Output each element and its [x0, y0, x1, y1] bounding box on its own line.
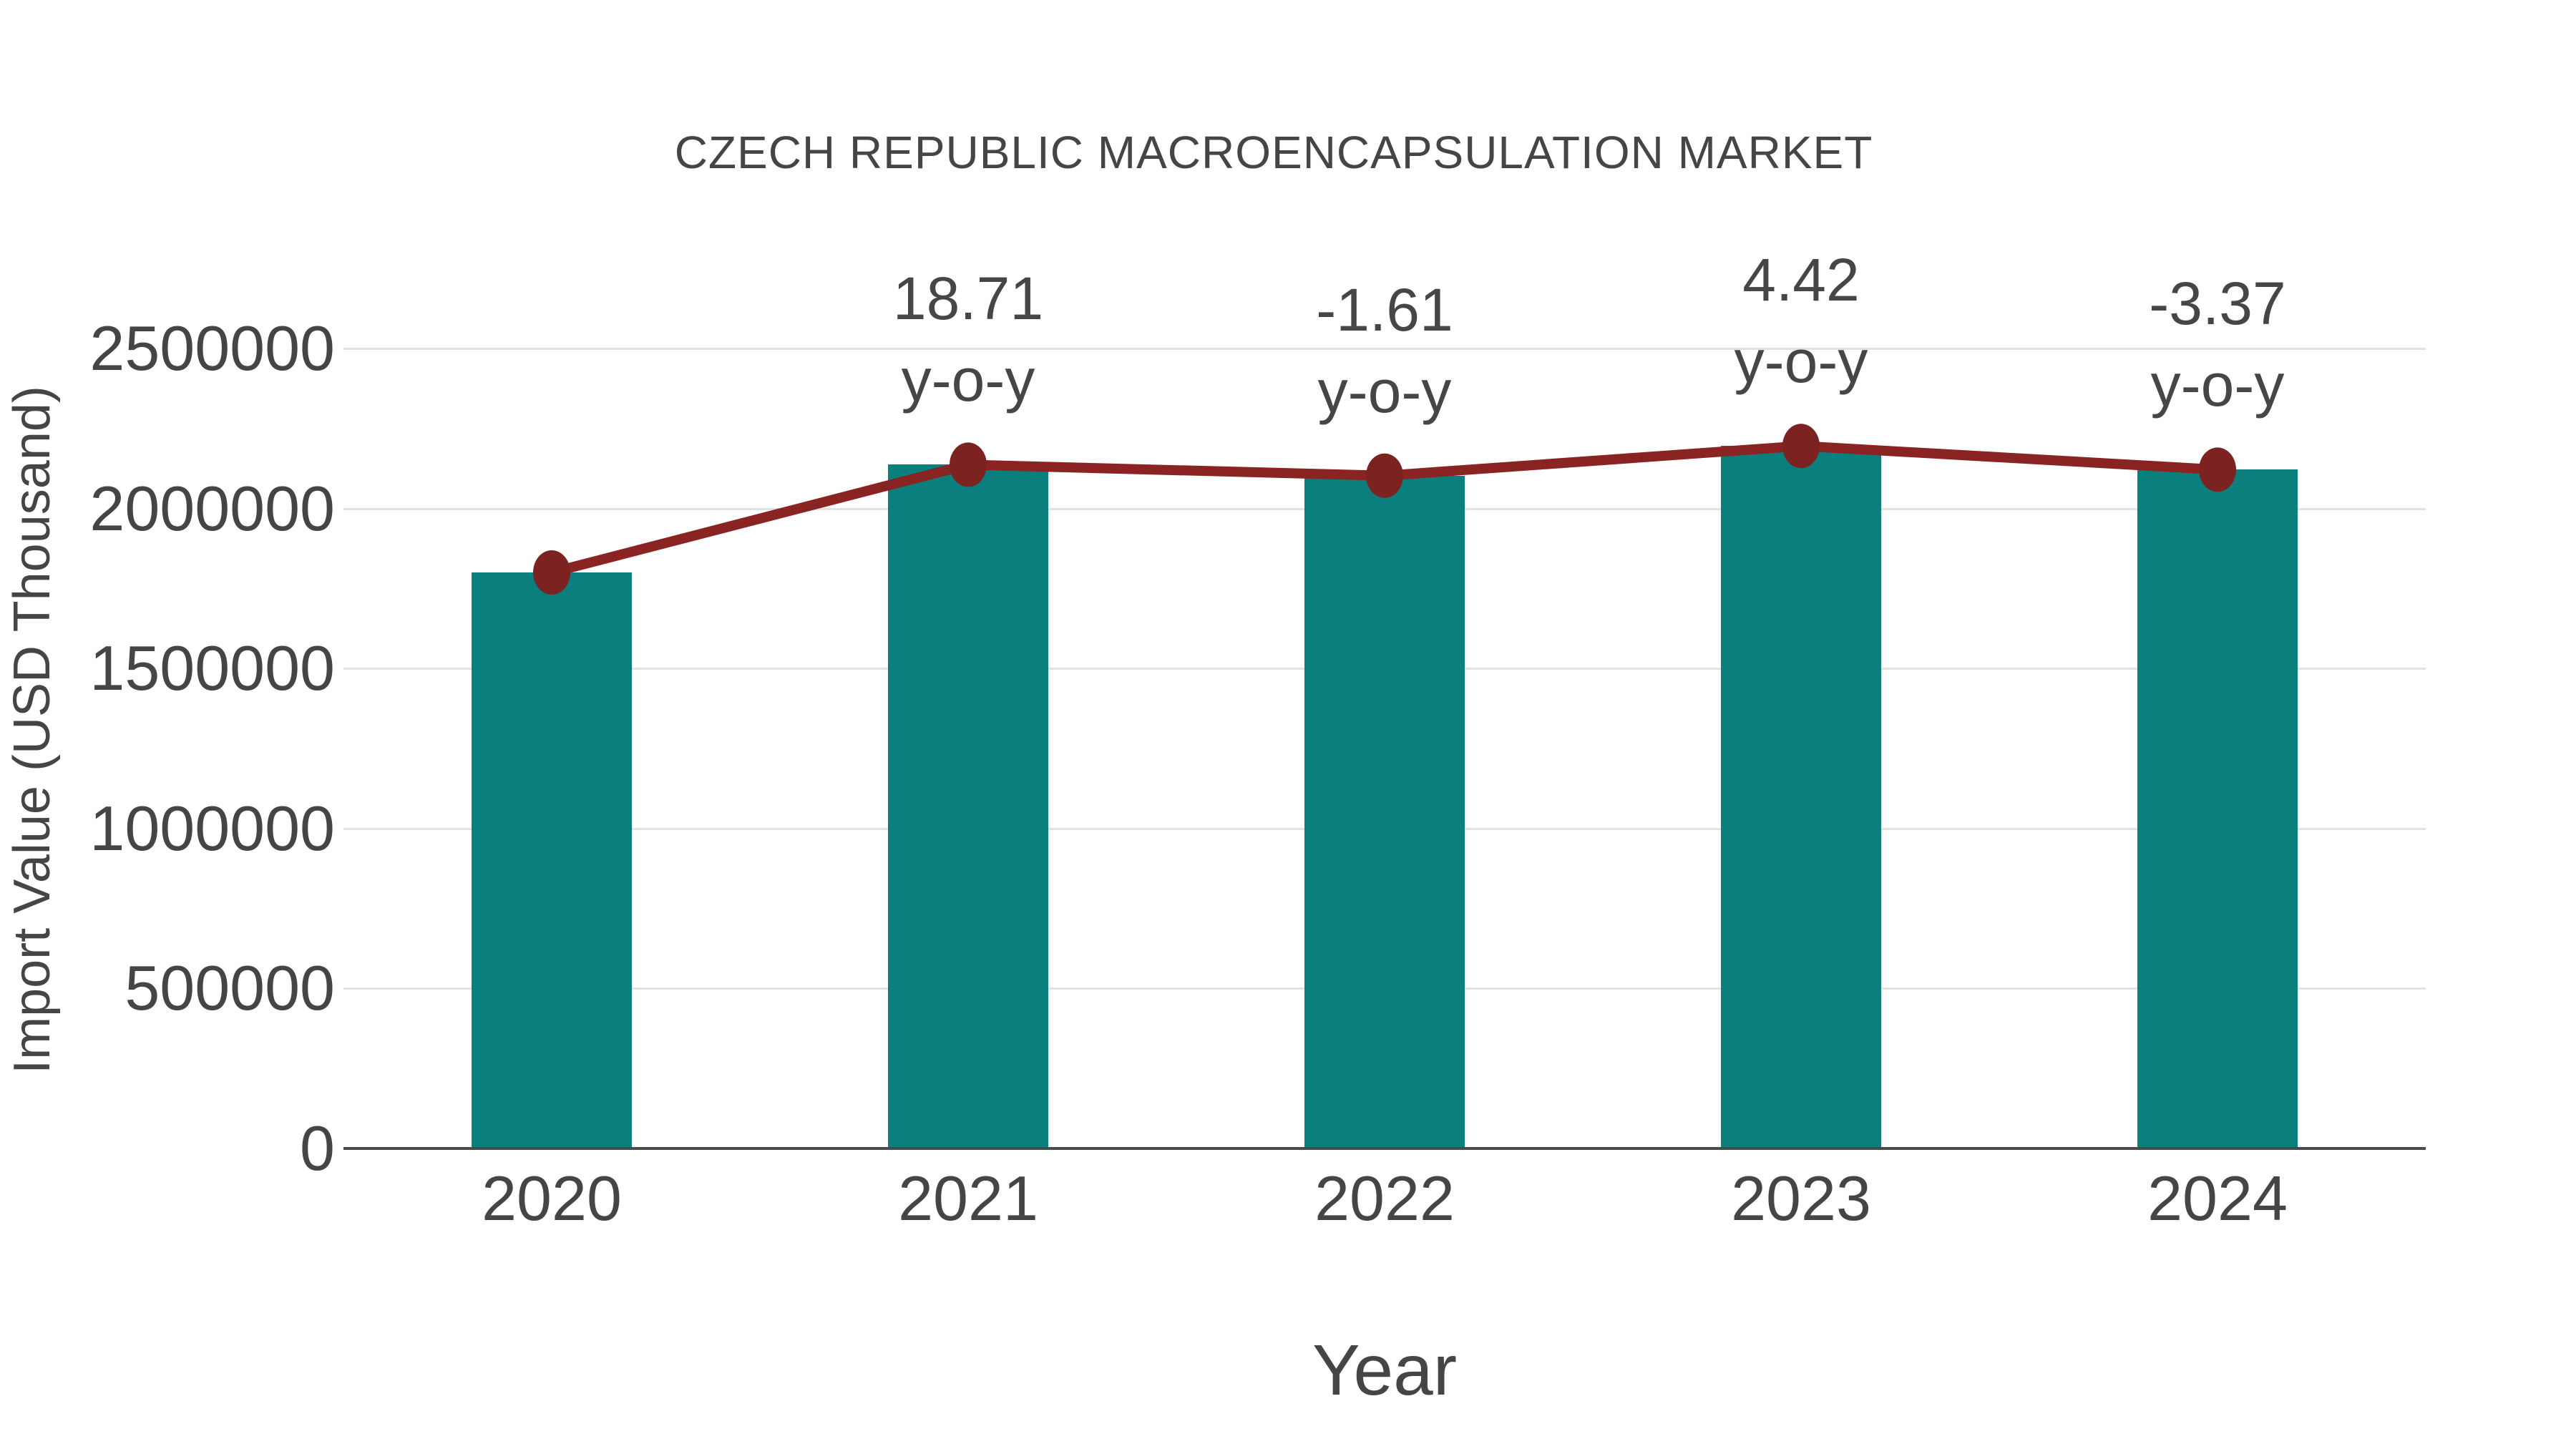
y-axis-tick-label-1500000: 1500000	[89, 633, 335, 704]
y-axis-tick-label-2500000: 2500000	[89, 313, 335, 384]
yoy-value-2024: -3.37	[2149, 270, 2286, 338]
yoy-value-2022: -1.61	[1316, 275, 1453, 343]
x-axis-tick-label-2020: 2020	[482, 1163, 622, 1234]
yoy-annotation-2022: -1.61 y-o-y	[1316, 269, 1453, 432]
x-axis-title: Year	[1312, 1330, 1458, 1410]
y-axis-tick-label-2000000: 2000000	[89, 472, 335, 544]
yoy-value-2021: 18.71	[892, 265, 1044, 333]
yoy-suffix-2022: y-o-y	[1317, 357, 1452, 425]
yoy-suffix-2024: y-o-y	[2150, 351, 2285, 419]
x-axis-tick-label-2022: 2022	[1314, 1163, 1455, 1234]
yoy-annotation-2023: 4.42 y-o-y	[1735, 239, 1868, 402]
yoy-suffix-2023: y-o-y	[1734, 328, 1868, 396]
y-axis-tick-label-0: 0	[300, 1113, 335, 1184]
x-axis-line	[343, 1147, 2426, 1150]
bar-2020	[472, 572, 632, 1147]
yoy-annotation-2021: 18.71 y-o-y	[893, 258, 1043, 421]
yoy-value-2023: 4.42	[1742, 246, 1860, 314]
x-axis-tick-label-2024: 2024	[2147, 1163, 2288, 1234]
gridline-2500000	[343, 348, 2426, 350]
x-axis-tick-label-2023: 2023	[1731, 1163, 1871, 1234]
bar-2021	[888, 464, 1048, 1147]
bar-2022	[1304, 475, 1465, 1147]
y-axis-tick-label-500000: 500000	[125, 952, 335, 1024]
y-axis-tick-label-1000000: 1000000	[89, 792, 335, 864]
chart-title: CZECH REPUBLIC MACROENCAPSULATION MARKET	[674, 127, 1873, 178]
yoy-annotation-2024: -3.37 y-o-y	[2149, 263, 2285, 426]
yoy-suffix-2021: y-o-y	[901, 346, 1035, 414]
x-axis-tick-label-2021: 2021	[898, 1163, 1038, 1234]
bar-2024	[2137, 469, 2298, 1147]
bar-2023	[1721, 446, 1881, 1147]
